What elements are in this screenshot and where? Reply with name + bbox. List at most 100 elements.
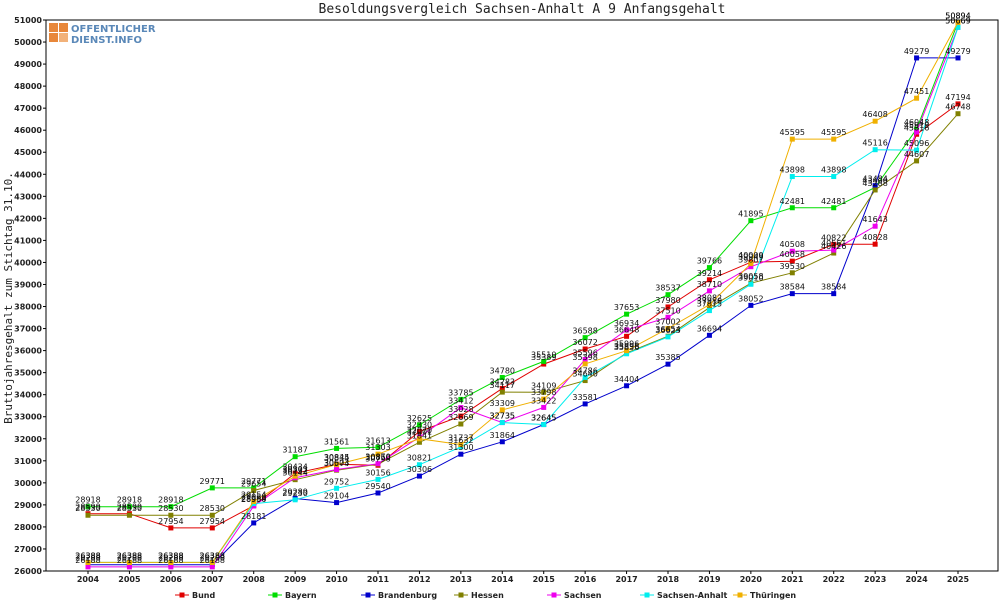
- data-point-hessen: [582, 378, 588, 384]
- y-tick-label: 41000: [14, 236, 42, 245]
- data-label-bund: 40009: [738, 251, 763, 260]
- data-point-hessen: [458, 421, 464, 427]
- data-point-bund: [292, 470, 298, 476]
- data-label-bund: 28599: [75, 503, 100, 512]
- data-label-sachsen-anhalt: 43898: [780, 166, 805, 175]
- data-label-sachsen-anhalt: 32735: [490, 412, 515, 421]
- x-tick-label: 2019: [698, 575, 721, 584]
- data-label-sachsen-anhalt: 30821: [407, 454, 432, 463]
- data-label-brandenburg: 32645: [531, 414, 556, 423]
- logo-line-2: DIENST.INFO: [71, 35, 142, 46]
- x-tick-label: 2020: [740, 575, 763, 584]
- data-point-sachsen: [458, 405, 464, 411]
- data-label-th-ringen: 46408: [862, 110, 887, 119]
- data-label-hessen: 37950: [697, 297, 722, 306]
- x-tick-label: 2005: [118, 575, 141, 584]
- data-point-sachsen-anhalt: [499, 420, 505, 426]
- y-axis-ticks: 26000 27000 28000 29000 30000 31000 32000 33000…: [14, 16, 46, 576]
- data-label-hessen: 30850: [365, 453, 390, 462]
- data-label-bayern: 28918: [158, 496, 183, 505]
- y-tick-label: 45000: [14, 148, 42, 157]
- data-point-brandenburg: [375, 490, 381, 496]
- data-label-sachsen-anhalt: 26388: [117, 551, 142, 560]
- series-lines: [85, 19, 961, 570]
- data-label-brandenburg: 29104: [324, 492, 349, 501]
- data-point-hessen: [541, 389, 547, 395]
- data-label-sachsen-anhalt: 31632: [448, 436, 473, 445]
- data-point-th-ringen: [168, 559, 174, 565]
- data-label-th-ringen: 37002: [655, 318, 680, 327]
- logo-square-4: [59, 33, 68, 42]
- data-point-hessen: [955, 111, 961, 117]
- data-point-brandenburg: [706, 332, 712, 338]
- data-label-bayern: 29771: [241, 477, 266, 486]
- data-label-th-ringen: 45595: [780, 128, 805, 137]
- data-point-brandenburg: [831, 291, 837, 297]
- data-label-brandenburg: 28181: [241, 512, 266, 521]
- data-label-brandenburg: 49279: [904, 47, 929, 56]
- y-tick-label: 28000: [14, 523, 42, 532]
- data-point-hessen: [416, 439, 422, 445]
- logo-square-1: [49, 23, 58, 32]
- data-point-bayern: [748, 218, 754, 224]
- legend-label-sachsen-anhalt: Sachsen-Anhalt: [657, 591, 728, 600]
- data-label-bayern: 35510: [531, 350, 556, 359]
- data-label-bayern: 34780: [490, 366, 515, 375]
- data-label-sachsen: 26188: [200, 556, 225, 565]
- data-label-bund: 27954: [158, 517, 183, 526]
- data-point-bayern: [624, 311, 630, 317]
- data-label-bund: 36648: [614, 325, 639, 334]
- y-tick-label: 38000: [14, 303, 42, 312]
- data-point-sachsen: [831, 247, 837, 253]
- data-label-th-ringen: 38082: [697, 294, 722, 303]
- x-tick-label: 2011: [367, 575, 390, 584]
- data-label-sachsen: 26188: [75, 556, 100, 565]
- x-tick-label: 2025: [947, 575, 970, 584]
- data-label-th-ringen: 35996: [614, 340, 639, 349]
- data-point-bund: [209, 525, 215, 531]
- y-tick-label: 37000: [14, 325, 42, 334]
- data-point-bund: [541, 361, 547, 367]
- data-point-bayern: [85, 504, 91, 510]
- data-point-brandenburg: [872, 183, 878, 189]
- y-tick-label: 44000: [14, 170, 42, 179]
- y-tick-label: 39000: [14, 280, 42, 289]
- data-label-sachsen: 33422: [531, 396, 556, 405]
- data-label-sachsen: 37510: [655, 306, 680, 315]
- data-label-bayern: 46048: [904, 118, 929, 127]
- data-label-bund: 35389: [531, 353, 556, 362]
- data-point-bayern: [168, 504, 174, 510]
- data-point-sachsen: [168, 564, 174, 570]
- data-label-hessen: 40426: [821, 242, 846, 251]
- y-tick-label: 29000: [14, 501, 42, 510]
- legend-label-bund: Bund: [192, 591, 215, 600]
- data-label-bayern: 28918: [117, 496, 142, 505]
- data-label-sachsen: 30232: [282, 467, 307, 476]
- legend-label-brandenburg: Brandenburg: [378, 591, 437, 600]
- data-label-bund: 27954: [200, 517, 225, 526]
- y-tick-label: 36000: [14, 347, 42, 356]
- data-label-brandenburg: 34404: [614, 375, 639, 384]
- x-tick-label: 2010: [325, 575, 348, 584]
- data-point-sachsen: [541, 404, 547, 410]
- data-label-sachsen: 30870: [365, 453, 390, 462]
- data-point-th-ringen: [126, 559, 132, 565]
- data-label-bund: 28964: [241, 495, 266, 504]
- data-label-bayern: 42481: [821, 197, 846, 206]
- data-point-sachsen-anhalt: [665, 334, 671, 340]
- data-point-sachsen-anhalt: [416, 462, 422, 468]
- data-label-sachsen-anhalt: 29752: [324, 477, 349, 486]
- data-point-hessen: [126, 512, 132, 518]
- data-label-bund: 40058: [780, 250, 805, 259]
- x-tick-label: 2021: [781, 575, 804, 584]
- data-point-sachsen: [872, 223, 878, 229]
- data-label-th-ringen: 33798: [531, 388, 556, 397]
- data-point-brandenburg: [665, 361, 671, 367]
- data-point-bayern: [334, 445, 340, 451]
- data-label-bund: 34283: [490, 377, 515, 386]
- data-point-sachsen-anhalt: [872, 147, 878, 153]
- data-label-brandenburg: 33581: [572, 393, 597, 402]
- data-label-sachsen-anhalt: 36623: [655, 326, 680, 335]
- data-label-brandenburg: 26288: [200, 554, 225, 563]
- y-tick-label: 30000: [14, 479, 42, 488]
